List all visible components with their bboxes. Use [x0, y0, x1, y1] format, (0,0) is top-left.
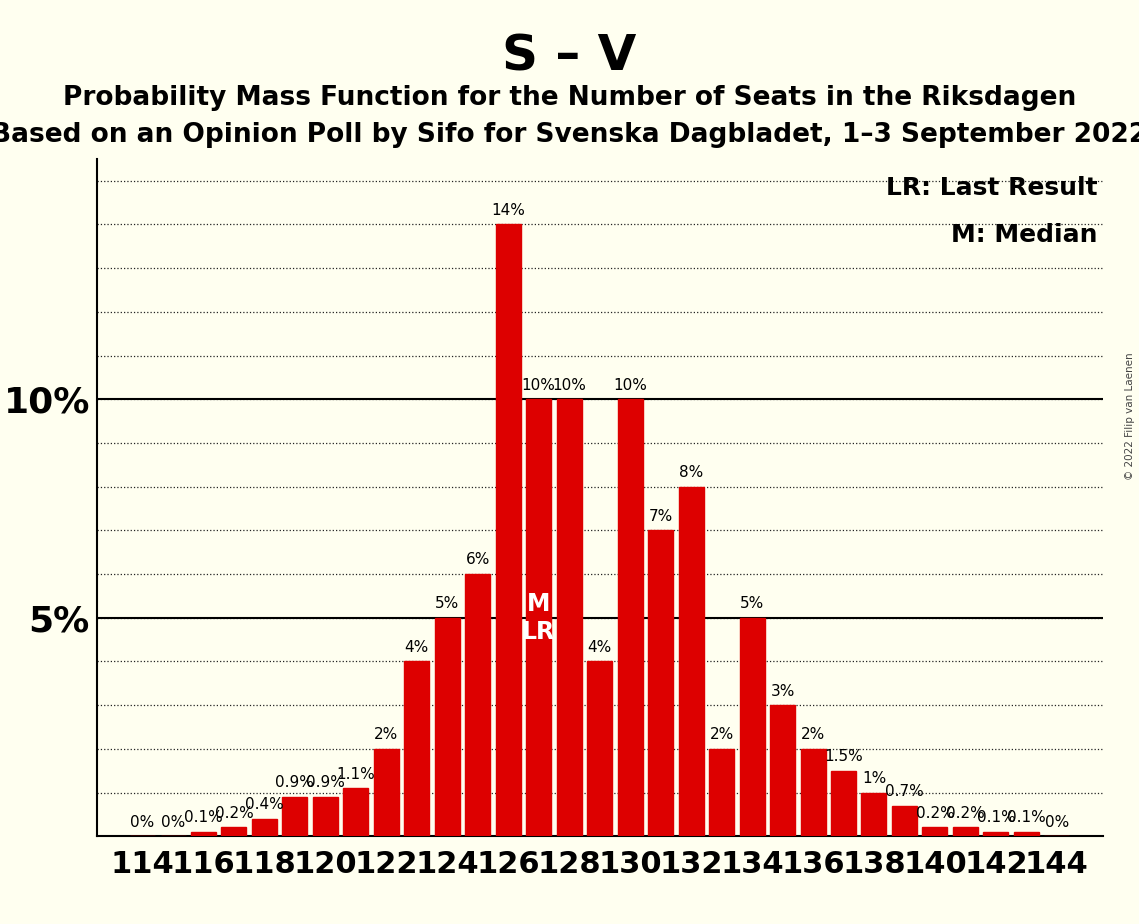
- Bar: [892, 806, 917, 836]
- Text: 4%: 4%: [588, 640, 612, 655]
- Text: 0.2%: 0.2%: [214, 806, 253, 821]
- Text: 1.1%: 1.1%: [336, 767, 375, 782]
- Text: M: Median: M: Median: [951, 224, 1098, 248]
- Text: 0%: 0%: [130, 815, 155, 830]
- Bar: [953, 828, 978, 836]
- Text: 2%: 2%: [710, 727, 734, 742]
- Text: 10%: 10%: [522, 378, 556, 393]
- Text: 2%: 2%: [801, 727, 825, 742]
- Text: M
LR: M LR: [522, 592, 556, 644]
- Bar: [861, 793, 886, 836]
- Text: 0.1%: 0.1%: [976, 810, 1015, 825]
- Bar: [617, 399, 642, 836]
- Bar: [983, 832, 1008, 836]
- Text: Based on an Opinion Poll by Sifo for Svenska Dagbladet, 1–3 September 2022: Based on an Opinion Poll by Sifo for Sve…: [0, 122, 1139, 148]
- Text: 14%: 14%: [491, 203, 525, 218]
- Bar: [739, 618, 764, 836]
- Bar: [557, 399, 582, 836]
- Bar: [374, 748, 399, 836]
- Bar: [526, 399, 551, 836]
- Text: LR: Last Result: LR: Last Result: [886, 176, 1098, 200]
- Bar: [588, 662, 612, 836]
- Bar: [648, 530, 673, 836]
- Text: 3%: 3%: [770, 684, 795, 699]
- Bar: [923, 828, 948, 836]
- Bar: [801, 748, 826, 836]
- Bar: [191, 832, 216, 836]
- Text: © 2022 Filip van Laenen: © 2022 Filip van Laenen: [1125, 352, 1134, 480]
- Text: 2%: 2%: [375, 727, 399, 742]
- Bar: [710, 748, 735, 836]
- Text: 0.2%: 0.2%: [916, 806, 954, 821]
- Text: 8%: 8%: [679, 465, 703, 480]
- Text: 0.9%: 0.9%: [306, 775, 345, 790]
- Bar: [770, 705, 795, 836]
- Text: 4%: 4%: [404, 640, 429, 655]
- Text: 0.1%: 0.1%: [1007, 810, 1046, 825]
- Text: 0%: 0%: [161, 815, 186, 830]
- Text: 7%: 7%: [648, 509, 673, 524]
- Text: 0.9%: 0.9%: [276, 775, 314, 790]
- Bar: [435, 618, 460, 836]
- Text: 0.7%: 0.7%: [885, 784, 924, 799]
- Text: 6%: 6%: [466, 553, 490, 567]
- Text: 0.4%: 0.4%: [245, 797, 284, 812]
- Bar: [495, 225, 521, 836]
- Bar: [313, 796, 338, 836]
- Text: 1.5%: 1.5%: [825, 749, 863, 764]
- Text: 5%: 5%: [740, 596, 764, 611]
- Text: 0.1%: 0.1%: [185, 810, 223, 825]
- Text: S – V: S – V: [502, 32, 637, 80]
- Text: 0%: 0%: [1044, 815, 1070, 830]
- Bar: [282, 796, 308, 836]
- Text: 5%: 5%: [435, 596, 459, 611]
- Bar: [404, 662, 429, 836]
- Bar: [679, 487, 704, 836]
- Bar: [465, 574, 490, 836]
- Bar: [1014, 832, 1039, 836]
- Bar: [831, 771, 857, 836]
- Text: 10%: 10%: [613, 378, 647, 393]
- Bar: [252, 819, 277, 836]
- Text: 10%: 10%: [552, 378, 587, 393]
- Text: Probability Mass Function for the Number of Seats in the Riksdagen: Probability Mass Function for the Number…: [63, 85, 1076, 111]
- Bar: [221, 828, 246, 836]
- Text: 1%: 1%: [862, 771, 886, 786]
- Text: 0.2%: 0.2%: [947, 806, 985, 821]
- Bar: [343, 788, 368, 836]
